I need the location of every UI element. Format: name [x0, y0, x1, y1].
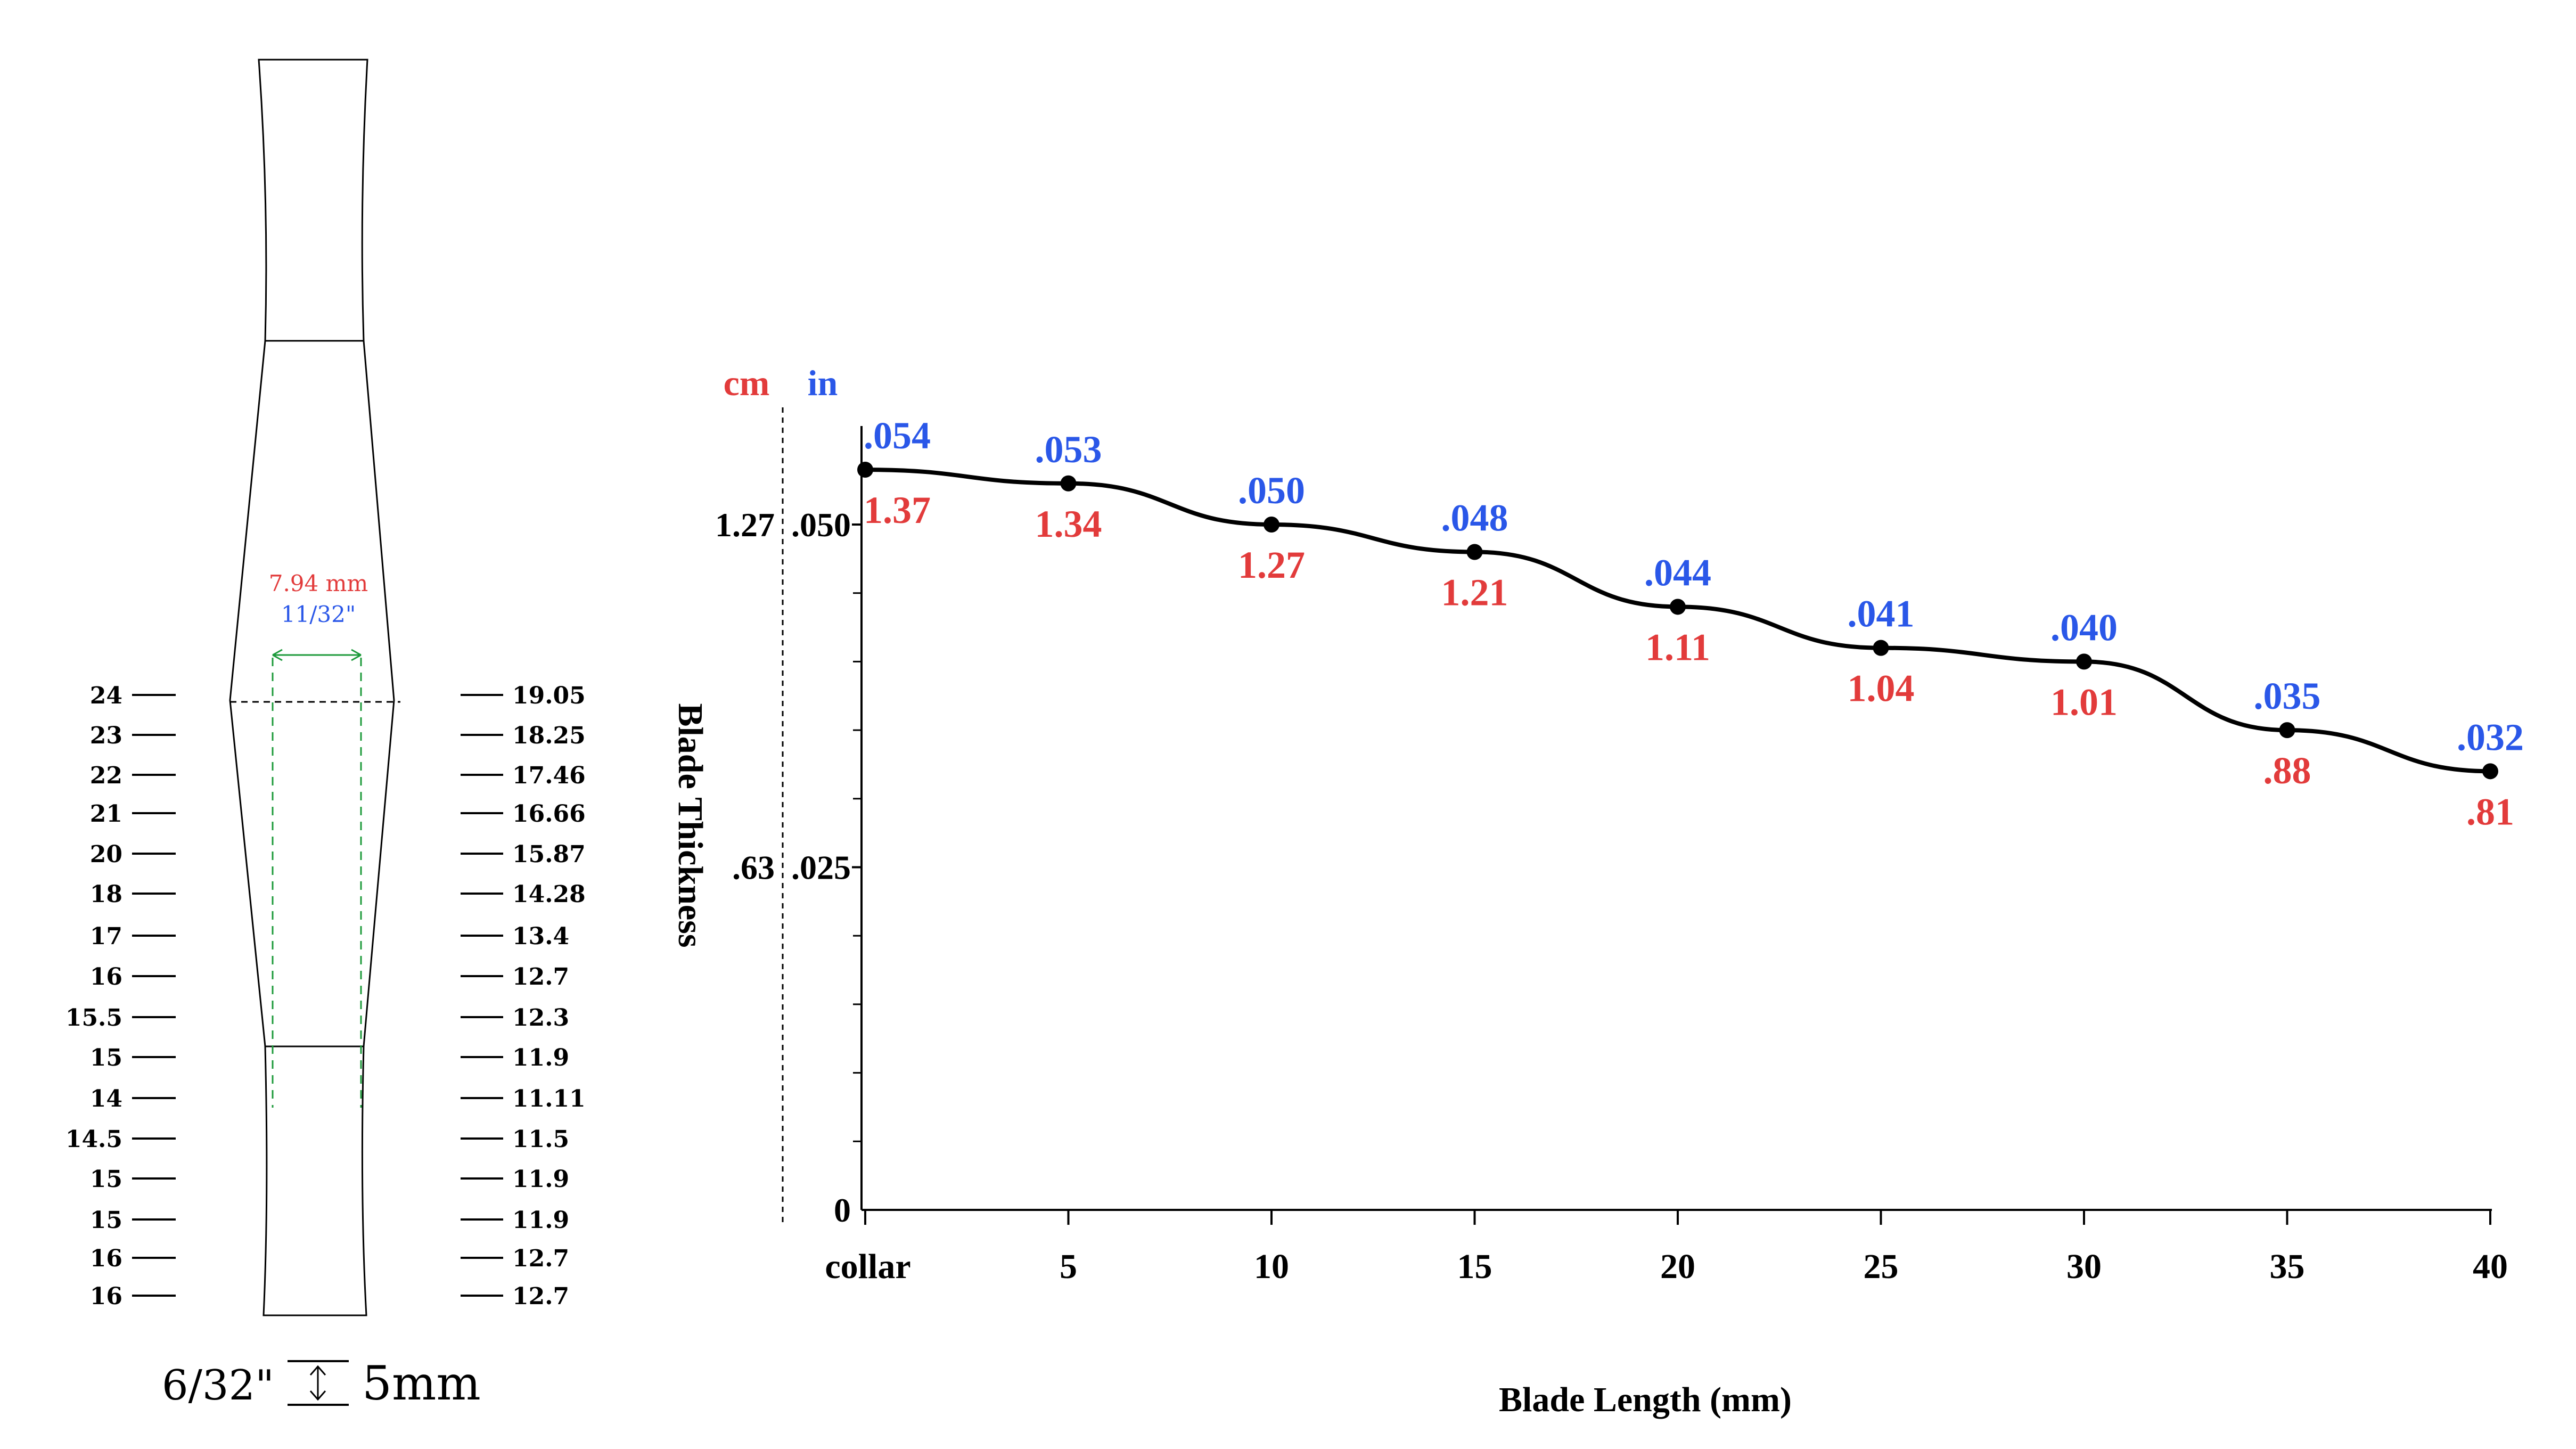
left-scale: 24 23 22 21 20 18 17 16 15.5 15 14 14.5 15 15 16 16	[65, 682, 176, 1310]
data-label-mm: 1.34	[1035, 503, 1102, 545]
data-label-in: .041	[1848, 593, 1915, 635]
left-scale-label: 17	[90, 923, 122, 950]
right-scale-label: 11.9	[512, 1166, 569, 1193]
y-tick-label-cm: 1.27	[715, 506, 775, 544]
data-label-in: .044	[1644, 551, 1711, 594]
right-scale-label: 11.11	[512, 1085, 586, 1112]
data-label-mm: 1.11	[1645, 626, 1710, 668]
x-tick-label: 15	[1457, 1247, 1492, 1286]
data-point	[2279, 722, 2295, 739]
scale-bar-inch-label: 6/32"	[162, 1362, 274, 1410]
width-in-label: 11/32"	[281, 601, 356, 627]
right-scale-label: 17.46	[512, 762, 586, 789]
right-scale-label: 18.25	[512, 722, 586, 749]
data-point	[1060, 475, 1077, 492]
scale-bar: 6/32" 5mm	[162, 1356, 481, 1411]
left-scale-label: 21	[90, 800, 122, 828]
left-scale-label: 16	[90, 1283, 122, 1310]
data-label-mm: 1.27	[1238, 544, 1305, 586]
data-label-in: .032	[2457, 716, 2524, 758]
right-scale-label: 12.3	[512, 1004, 569, 1032]
data-label-in: .048	[1441, 496, 1508, 539]
thickness-series-line	[865, 468, 2491, 774]
data-point	[1670, 599, 1686, 615]
data-label-mm: 1.04	[1848, 667, 1915, 710]
width-mm-label: 7.94 mm	[269, 570, 368, 596]
data-label-mm: 1.37	[864, 489, 931, 531]
data-label-in: .040	[2050, 606, 2118, 649]
right-scale: 19.05 18.25 17.46 16.66 15.87 14.28 13.4 12.7 12…	[461, 682, 586, 1310]
x-tick-label: 35	[2270, 1247, 2305, 1286]
right-scale-label: 12.7	[512, 1245, 569, 1272]
blade-outline	[229, 59, 395, 1316]
blade-profile: 7.94 mm 11/32" 24 23 22 21 20 18 17 16 15.5 15 14 1…	[65, 59, 586, 1411]
data-label-in: .054	[864, 414, 931, 457]
right-scale-label: 11.9	[512, 1207, 569, 1234]
left-scale-label: 18	[90, 881, 122, 908]
x-tick-label: 30	[2066, 1247, 2102, 1286]
y-axis-title: Blade Thickness	[671, 703, 710, 947]
left-scale-label: 24	[90, 682, 122, 709]
data-label-mm: 1.21	[1441, 571, 1508, 613]
dimension-arrowhead-left	[272, 649, 283, 661]
x-tick-label: 25	[1864, 1247, 1899, 1286]
x-axis-title: Blade Length (mm)	[1499, 1380, 1792, 1419]
data-point	[2482, 763, 2498, 780]
left-scale-label: 15	[90, 1166, 122, 1193]
x-tick-label: 40	[2473, 1247, 2508, 1286]
right-scale-label: 13.4	[512, 923, 569, 950]
left-scale-label: 16	[90, 963, 122, 990]
x-ticks: collar 5 10 15 20 25 30 35 40	[825, 1210, 2508, 1286]
data-point	[1466, 544, 1483, 560]
right-scale-label: 12.7	[512, 963, 569, 990]
data-points: .054 1.37 .053 1.34 .050 1.27 .048 1.21 .044 1.11…	[857, 414, 2524, 833]
left-scale-label: 22	[90, 762, 122, 789]
right-scale-label: 15.87	[512, 841, 586, 868]
left-scale-label: 14.5	[65, 1126, 122, 1153]
y-tick-label-in: .050	[791, 506, 851, 544]
left-scale-label: 15.5	[65, 1004, 122, 1032]
scale-bar-arrowheads	[309, 1365, 326, 1401]
data-point	[2076, 653, 2092, 670]
y-tick-label-cm: .63	[732, 849, 775, 887]
data-point	[1264, 517, 1279, 533]
x-tick-label: 5	[1060, 1247, 1077, 1286]
right-scale-label: 14.28	[512, 881, 586, 908]
x-tick-label: 20	[1660, 1247, 1695, 1286]
unit-label-cm: cm	[724, 363, 770, 403]
data-label-mm: 1.01	[2050, 681, 2118, 723]
dimension-arrowhead-right	[351, 649, 362, 661]
left-scale-label: 15	[90, 1044, 122, 1071]
unit-label-in: in	[808, 363, 838, 403]
thickness-chart: cm in .050 .025 0 1.27 .63 collar 5 10 15 20 25 30…	[671, 363, 2524, 1419]
data-label-in: .035	[2254, 675, 2321, 717]
left-scale-label: 15	[90, 1207, 122, 1234]
data-point	[1873, 640, 1889, 656]
y-ticks: .050 .025 0 1.27 .63	[715, 506, 862, 1229]
right-scale-label: 19.05	[512, 682, 586, 709]
left-scale-label: 14	[90, 1085, 122, 1112]
data-label-in: .050	[1238, 469, 1305, 512]
data-label-mm: .81	[2466, 790, 2514, 833]
y-tick-label-in: .025	[791, 849, 851, 887]
left-scale-label: 16	[90, 1245, 122, 1272]
right-scale-label: 11.5	[512, 1126, 569, 1153]
right-scale-label: 11.9	[512, 1044, 569, 1071]
data-point	[857, 462, 873, 478]
scale-bar-mm-label: 5mm	[362, 1356, 481, 1411]
left-scale-label: 23	[90, 722, 122, 749]
data-label-mm: .88	[2263, 749, 2311, 792]
y-tick-label-in: 0	[834, 1191, 851, 1229]
x-tick-label: 10	[1254, 1247, 1289, 1286]
x-tick-label: collar	[825, 1247, 910, 1286]
right-scale-label: 12.7	[512, 1283, 569, 1310]
left-scale-label: 20	[90, 841, 122, 868]
right-scale-label: 16.66	[512, 800, 586, 828]
data-label-in: .053	[1035, 428, 1102, 471]
